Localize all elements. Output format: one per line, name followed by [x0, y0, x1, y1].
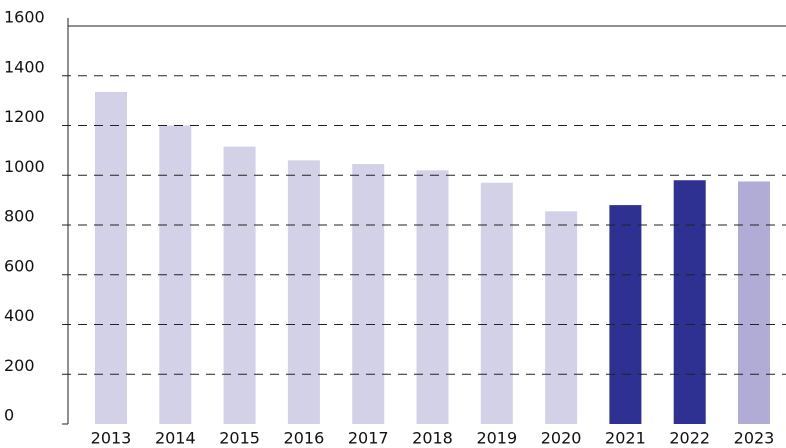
bar: [352, 164, 385, 424]
y-tick-label: 0: [4, 406, 14, 425]
x-tick-label: 2021: [605, 429, 646, 448]
y-tick-label: 400: [4, 306, 35, 325]
x-tick-label: 2014: [155, 429, 196, 448]
bar: [223, 146, 256, 425]
x-tick-label: 2013: [91, 429, 132, 448]
bar: [673, 180, 706, 424]
x-tick-label: 2017: [348, 429, 389, 448]
x-tick-label: 2023: [734, 429, 775, 448]
x-tick-label: 2020: [541, 429, 582, 448]
y-tick-label: 1200: [4, 107, 45, 126]
x-tick-label: 2018: [412, 429, 453, 448]
y-tick-label: 800: [4, 207, 35, 226]
y-tick-label: 200: [4, 356, 35, 375]
bar: [609, 205, 642, 424]
y-tick-label: 600: [4, 256, 35, 275]
x-tick-label: 2019: [476, 429, 517, 448]
bar: [416, 170, 449, 424]
x-tick-label: 2015: [219, 429, 260, 448]
bar: [545, 211, 578, 424]
y-tick-label: 1600: [4, 8, 45, 27]
bar: [287, 160, 320, 424]
bar: [738, 181, 770, 424]
bar: [95, 91, 127, 424]
y-tick-label: 1400: [4, 57, 45, 76]
x-tick-label: 2016: [284, 429, 325, 448]
y-tick-label: 1000: [4, 157, 45, 176]
x-tick-label: 2022: [669, 429, 710, 448]
bar: [480, 182, 513, 424]
